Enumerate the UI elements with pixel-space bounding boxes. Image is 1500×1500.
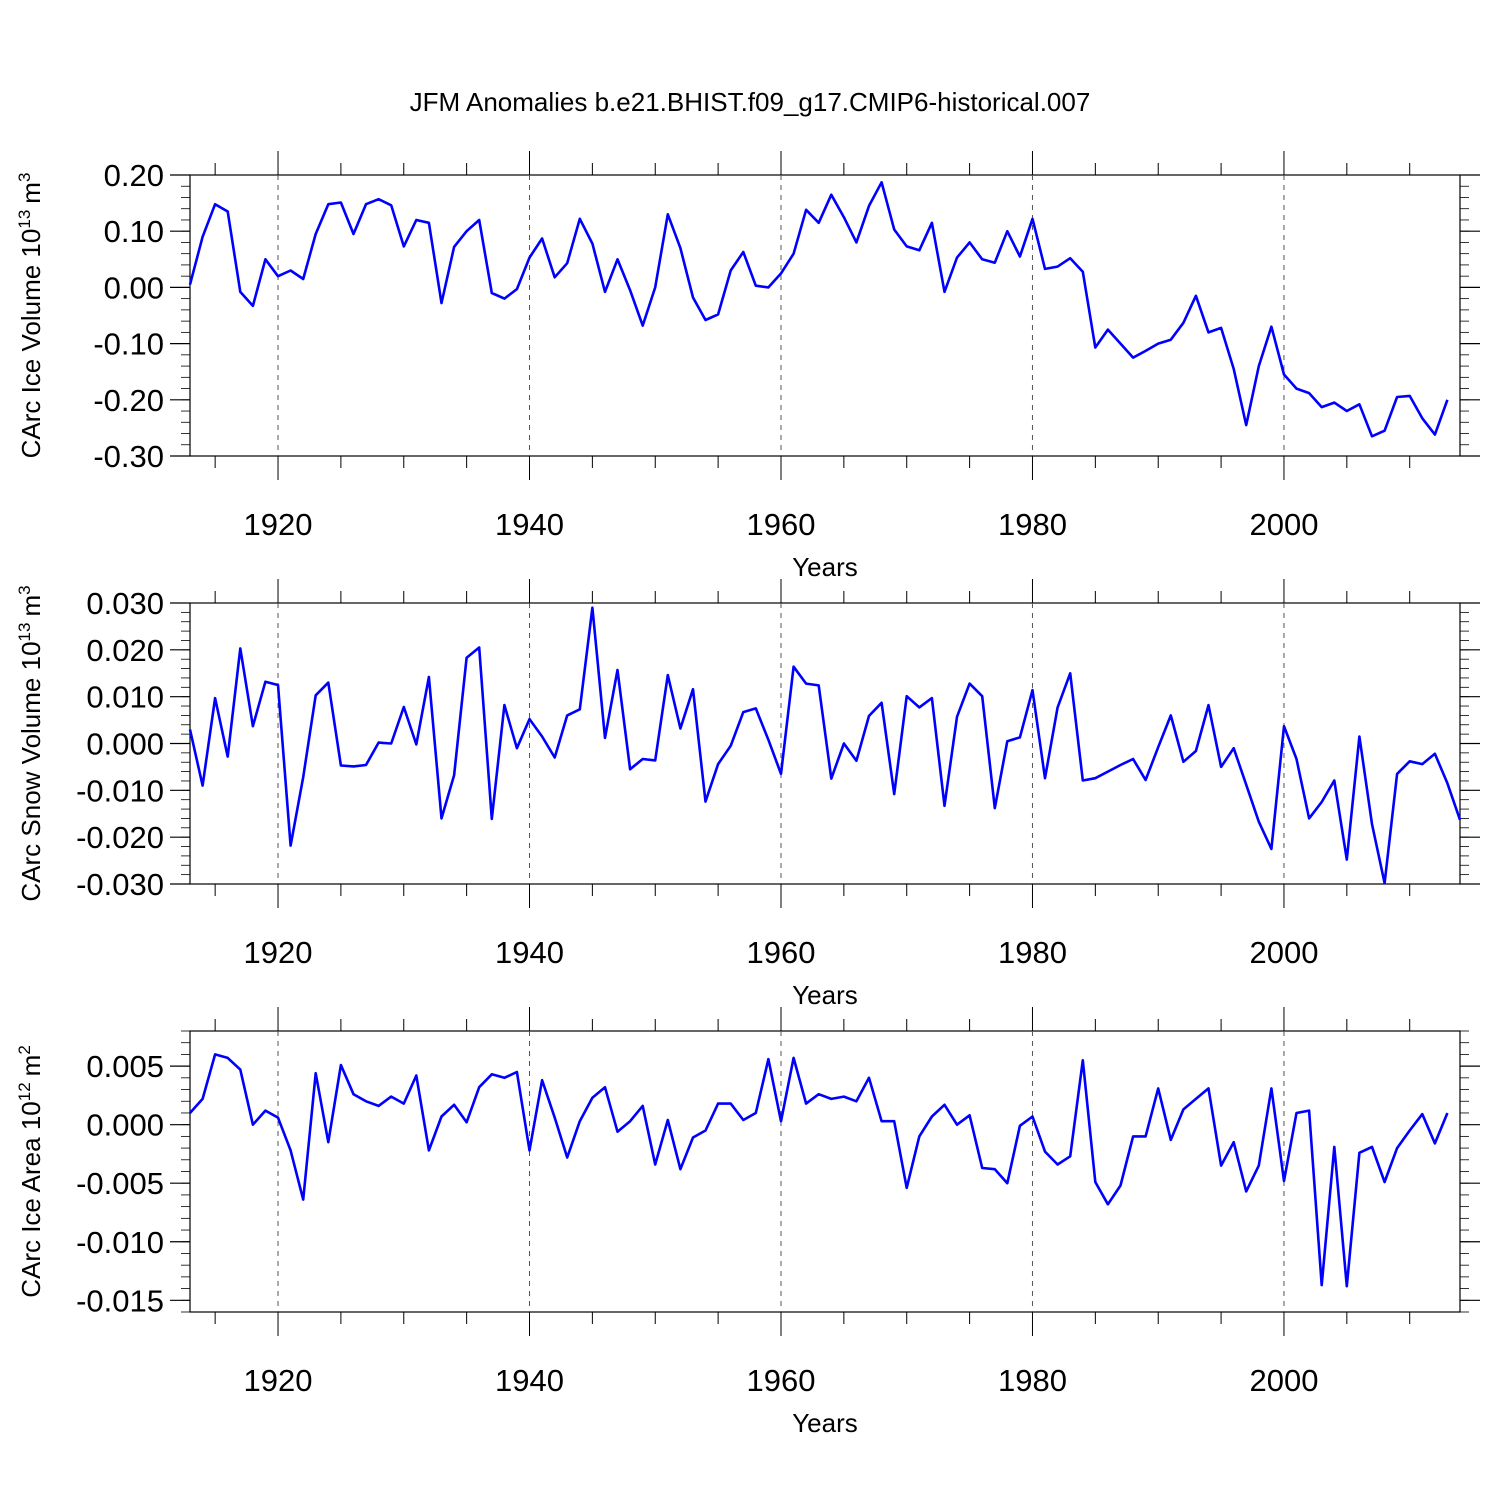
ice-volume-xtick-label: 1920 — [244, 507, 313, 542]
snow-volume-ytick-label: 0.010 — [86, 680, 164, 715]
ice-volume-frame — [189, 174, 1461, 457]
ice-area-yaxis-label-unit-exp: 2 — [15, 1045, 34, 1054]
figure-title: JFM Anomalies b.e21.BHIST.f09_g17.CMIP6-… — [410, 87, 1091, 117]
snow-volume-yaxis-label-main: CArc Snow Volume 10 — [16, 641, 46, 901]
ice-area-xtick-label: 1920 — [244, 1363, 313, 1398]
ice-volume-yaxis-label-unit: m — [16, 182, 46, 204]
snow-volume-xtick-label: 1980 — [998, 935, 1067, 970]
ice-area-series-line — [189, 1053, 1449, 1288]
ice-volume-xtick-label: 1960 — [747, 507, 816, 542]
snow-volume-ytick-label: 0.030 — [86, 586, 164, 621]
ice-area-panel: 0.005 0.000 -0.005 -0.010 -0.015 1920 1940 1960… — [15, 1007, 1480, 1438]
snow-volume-xtick-label: 1920 — [244, 935, 313, 970]
ice-area-xtick-label: 1940 — [495, 1363, 564, 1398]
ice-area-xtick-label: 1960 — [747, 1363, 816, 1398]
ice-volume-ytick-label: -0.20 — [93, 383, 164, 418]
ice-volume-series-line — [188, 181, 1449, 438]
ice-area-yaxis-label: CArc Ice Area 1012 m2 — [15, 1045, 46, 1298]
ice-volume-xaxis-label: Years — [792, 552, 858, 582]
ice-volume-panel: 0.20 0.10 0.00 -0.10 -0.20 -0.30 1920 1940 1960 1… — [15, 151, 1480, 582]
ice-area-xtick-label: 1980 — [998, 1363, 1067, 1398]
ice-volume-ytick-label: 0.10 — [104, 214, 164, 249]
ice-area-ytick-label: -0.015 — [76, 1283, 164, 1318]
ice-area-ytick-label: -0.005 — [76, 1166, 164, 1201]
snow-volume-xtick-label: 1940 — [495, 935, 564, 970]
ice-volume-yaxis-label-unit-exp: 3 — [15, 173, 34, 182]
snow-volume-yaxis-label: CArc Snow Volume 1013 m3 — [15, 585, 46, 901]
snow-volume-ytick-label: -0.020 — [76, 820, 164, 855]
ice-area-ytick-label: -0.010 — [76, 1225, 164, 1260]
ice-volume-ytick-label: -0.10 — [93, 327, 164, 362]
snow-volume-ytick-label: -0.010 — [76, 773, 164, 808]
snow-volume-yaxis-label-unit-exp: 3 — [15, 585, 34, 594]
ice-area-yaxis-label-unit: m — [16, 1055, 46, 1077]
snow-volume-xtick-label: 2000 — [1249, 935, 1318, 970]
ice-volume-yaxis-label-main: CArc Ice Volume 10 — [16, 229, 46, 459]
snow-volume-series-line — [188, 606, 1462, 885]
snow-volume-ytick-label: -0.030 — [76, 867, 164, 902]
snow-volume-xtick-label: 1960 — [747, 935, 816, 970]
ice-volume-xtick-label: 2000 — [1249, 507, 1318, 542]
ice-area-xtick-label: 2000 — [1249, 1363, 1318, 1398]
ice-volume-xtick-label: 1980 — [998, 507, 1067, 542]
ice-volume-ytick-label: 0.20 — [104, 158, 164, 193]
snow-volume-ytick-label: 0.020 — [86, 633, 164, 668]
snow-volume-yaxis-label-exp: 13 — [15, 623, 34, 642]
ice-area-yaxis-label-exp: 12 — [15, 1082, 34, 1101]
ice-volume-yaxis-label: CArc Ice Volume 1013 m3 — [15, 173, 46, 459]
snow-volume-panel: 0.030 0.020 0.010 0.000 -0.010 -0.020 -0.030 19… — [15, 579, 1480, 1010]
snow-volume-yaxis-label-unit: m — [16, 595, 46, 617]
ice-area-ytick-label: 0.005 — [86, 1049, 164, 1084]
ice-volume-ytick-label: -0.30 — [93, 439, 164, 474]
snow-volume-xaxis-label: Years — [792, 980, 858, 1010]
snow-volume-ytick-label: 0.000 — [86, 727, 164, 762]
ice-area-xaxis-label: Years — [792, 1408, 858, 1438]
ice-volume-ytick-label: 0.00 — [104, 270, 164, 305]
ice-area-ytick-label: 0.000 — [86, 1108, 164, 1143]
ice-volume-xtick-label: 1940 — [495, 507, 564, 542]
ice-area-yaxis-label-main: CArc Ice Area 10 — [16, 1101, 46, 1298]
ice-volume-yaxis-label-exp: 13 — [15, 210, 34, 229]
ice-area-frame — [189, 1030, 1461, 1313]
